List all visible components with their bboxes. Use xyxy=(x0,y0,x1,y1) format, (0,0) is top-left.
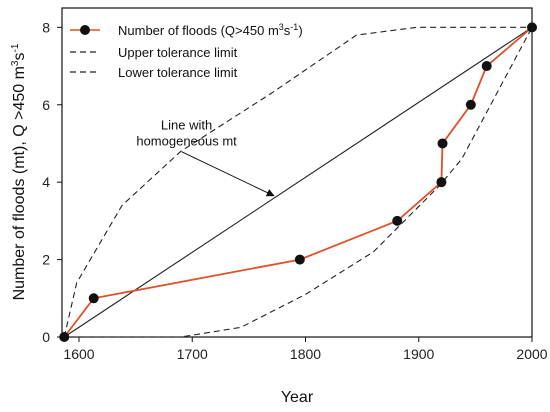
legend: Number of floods (Q>450 m3s-1) Upper tol… xyxy=(70,22,303,80)
x-tick-label: 1700 xyxy=(177,346,208,362)
flood-data-point xyxy=(465,99,476,110)
y-tick-label: 6 xyxy=(42,97,50,113)
legend-floods-marker xyxy=(80,25,90,35)
annotation-arrow xyxy=(181,151,275,197)
y-tick-label: 8 xyxy=(42,19,50,35)
annotation-line-2: homogeneous mt xyxy=(136,134,237,149)
x-tick-label: 2000 xyxy=(516,346,547,362)
lower-tolerance-line xyxy=(64,27,533,338)
legend-upper-label: Upper tolerance limit xyxy=(118,45,238,60)
plot-frame xyxy=(61,7,533,338)
x-tick-label: 1600 xyxy=(63,346,94,362)
x-axis-ticks: 1600 1700 1800 1900 2000 xyxy=(63,337,548,362)
legend-lower-label: Lower tolerance limit xyxy=(118,65,238,80)
flood-data-point xyxy=(294,254,305,265)
annotation-line-1: Line with xyxy=(161,118,212,133)
y-tick-label: 2 xyxy=(42,252,50,268)
homogeneous-mt-line xyxy=(63,26,533,338)
flood-data-point xyxy=(437,138,448,149)
flood-data-point xyxy=(436,177,447,188)
flood-data-point xyxy=(527,22,537,33)
x-axis-title: Year xyxy=(281,389,314,406)
legend-floods-label: Number of floods (Q>450 m3s-1) xyxy=(118,22,303,38)
flood-data-point xyxy=(59,332,70,342)
y-axis-ticks: 0 2 4 6 8 xyxy=(42,19,62,345)
upper-tolerance-line xyxy=(63,26,532,338)
annotation: Line with homogeneous mt xyxy=(136,118,275,197)
y-tick-label: 4 xyxy=(42,174,50,190)
x-tick-label: 1800 xyxy=(290,346,321,362)
x-tick-label: 1900 xyxy=(403,346,434,362)
flood-data-point xyxy=(392,215,403,226)
flood-data-point xyxy=(88,293,99,304)
y-axis-title: Number of floods (mt), Q >450 m3s-1 xyxy=(10,43,28,300)
y-tick-label: 0 xyxy=(42,329,50,345)
markers-layer xyxy=(59,22,537,342)
flood-data-point xyxy=(481,61,492,72)
